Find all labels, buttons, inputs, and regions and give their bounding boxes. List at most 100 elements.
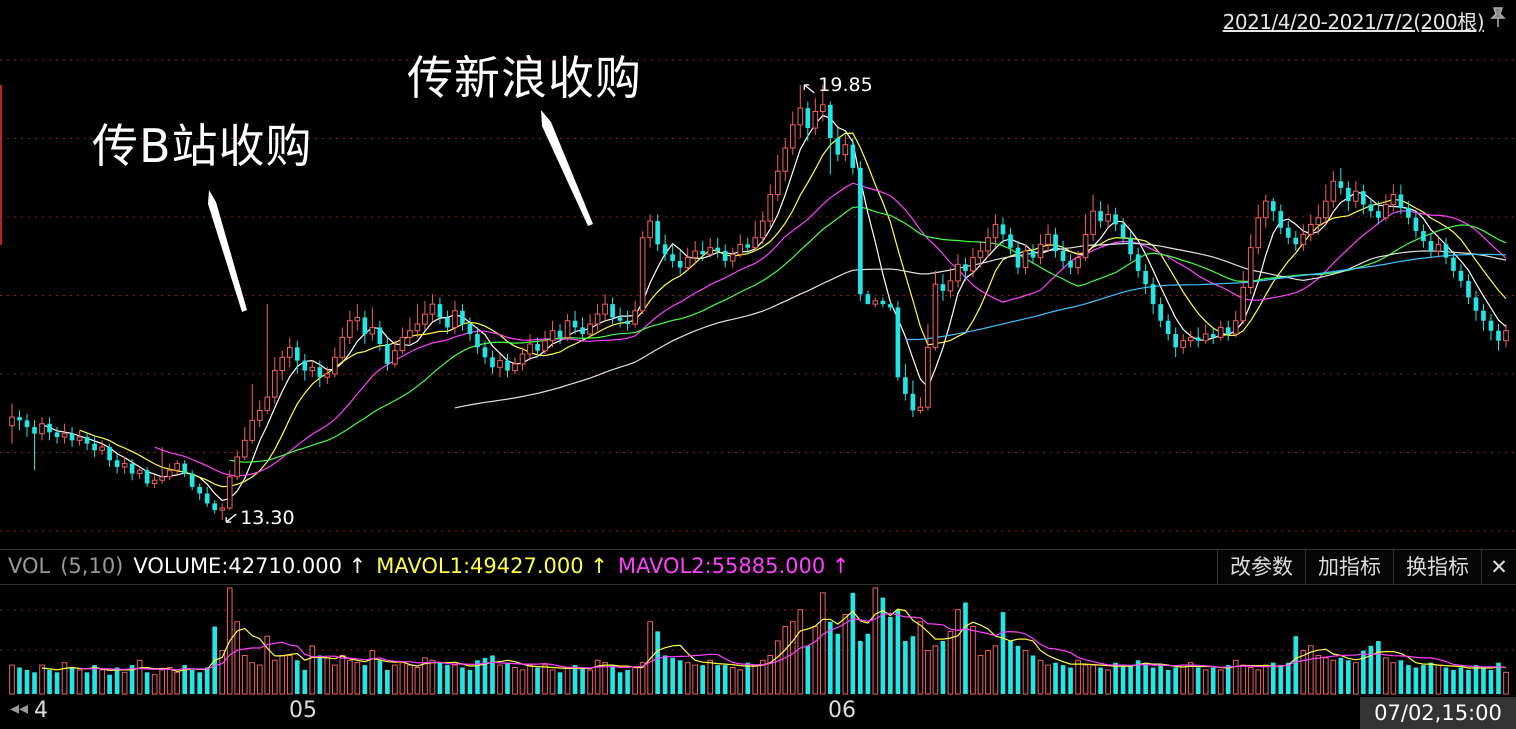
volume-bar xyxy=(1496,662,1501,694)
candlesticks[interactable] xyxy=(9,84,1509,521)
volume-bar xyxy=(121,671,128,695)
candle-body xyxy=(497,360,503,368)
volume-bar xyxy=(1390,662,1397,695)
volume-bar xyxy=(1428,662,1434,694)
switch-indicator-button[interactable]: 换指标 xyxy=(1393,550,1481,584)
candle-body xyxy=(625,320,630,325)
candle-body xyxy=(580,327,585,335)
volume-bar xyxy=(1082,664,1089,695)
volume-bar xyxy=(1173,667,1178,694)
candle-body xyxy=(234,456,241,478)
volume-bar xyxy=(256,664,263,695)
volume-bars[interactable] xyxy=(9,587,1509,695)
volume-bar xyxy=(1120,665,1126,694)
candle-body xyxy=(1060,250,1066,261)
candle-body xyxy=(107,446,112,461)
candle-body xyxy=(39,423,45,435)
candle-body xyxy=(197,486,203,494)
candle-body xyxy=(331,356,338,375)
candle-body xyxy=(1322,200,1329,219)
volume-bar xyxy=(422,657,428,695)
candle-body xyxy=(745,244,751,248)
volume-bar xyxy=(1143,662,1148,694)
date-range[interactable]: 2021/4/20-2021/7/2(200根) xyxy=(1222,10,1485,34)
volume-bar xyxy=(1000,612,1006,694)
candle-body xyxy=(542,340,548,352)
candle-body xyxy=(1202,333,1209,342)
candle-body xyxy=(279,356,286,372)
volume-bar xyxy=(76,669,83,695)
volume-bar xyxy=(166,667,173,695)
candle-body xyxy=(1090,210,1096,235)
ma10-line xyxy=(79,132,1507,488)
candle-body xyxy=(729,253,736,262)
modify-params-button[interactable]: 改参数 xyxy=(1217,550,1305,584)
candle-body xyxy=(309,366,316,372)
volume-bar xyxy=(1443,667,1449,694)
volume-bar xyxy=(715,665,721,694)
volume-bar xyxy=(910,636,916,694)
candle-body xyxy=(69,433,75,441)
volume-bar xyxy=(362,665,368,694)
candle-body xyxy=(1361,191,1366,205)
candle-body xyxy=(407,330,413,338)
volume-bar xyxy=(888,616,893,694)
mavol2-line xyxy=(79,612,1507,671)
volume-bar xyxy=(842,614,849,695)
candle-body xyxy=(467,324,473,335)
volume-bar xyxy=(1270,662,1276,694)
close-panel-button[interactable]: ✕ xyxy=(1481,550,1516,584)
ma5-line xyxy=(41,114,1507,502)
volume-bar xyxy=(872,587,879,695)
pin-icon[interactable] xyxy=(1488,6,1508,28)
candle-body xyxy=(1330,180,1337,202)
volume-bar xyxy=(197,672,203,694)
candle-body xyxy=(339,336,346,358)
volume-bar xyxy=(1262,664,1269,695)
volume-bar xyxy=(249,662,256,695)
candle-body xyxy=(219,507,226,511)
candle-body xyxy=(850,144,856,168)
volume-bar xyxy=(174,671,180,695)
candle-body xyxy=(903,377,908,394)
volume-bar xyxy=(475,660,480,694)
volume-bar xyxy=(594,659,601,695)
add-indicator-button[interactable]: 加指标 xyxy=(1305,550,1393,584)
volume-bar xyxy=(865,633,871,694)
volume-bar xyxy=(1037,659,1044,695)
volume-bar xyxy=(1458,667,1464,694)
candle-body xyxy=(1315,217,1322,225)
volume-bar xyxy=(684,662,691,695)
volume-bar xyxy=(1330,659,1337,695)
volume-bar xyxy=(992,645,999,695)
candle-body xyxy=(1158,304,1163,321)
candle-body xyxy=(1421,231,1426,242)
candle-body xyxy=(789,124,796,149)
volume-bar xyxy=(309,645,316,695)
volume-bar xyxy=(159,669,165,695)
volume-bar xyxy=(437,662,443,694)
volume-bar xyxy=(610,665,615,694)
volume-bar xyxy=(241,654,248,695)
candle-body xyxy=(99,446,105,451)
candle-body xyxy=(707,247,714,255)
volume-bar xyxy=(805,645,811,694)
volume-bar xyxy=(429,659,436,695)
candle-body xyxy=(1008,234,1013,248)
volume-bar xyxy=(519,669,526,695)
volume-bar xyxy=(385,669,390,694)
volume-bar xyxy=(144,672,150,694)
candle-body xyxy=(819,104,826,112)
candle-body xyxy=(460,310,465,325)
scroll-left-icon[interactable]: ◂◂ xyxy=(10,698,29,719)
volume-bar xyxy=(1503,671,1509,695)
volume-bar xyxy=(114,667,120,694)
volume-bar xyxy=(1398,660,1404,694)
volume-bar xyxy=(61,662,68,695)
low-price-label: 13.30 xyxy=(240,507,294,529)
mavol1-line xyxy=(41,608,1507,673)
volume-bar xyxy=(497,664,503,695)
candle-body xyxy=(1165,320,1171,335)
candle-body xyxy=(362,317,368,335)
